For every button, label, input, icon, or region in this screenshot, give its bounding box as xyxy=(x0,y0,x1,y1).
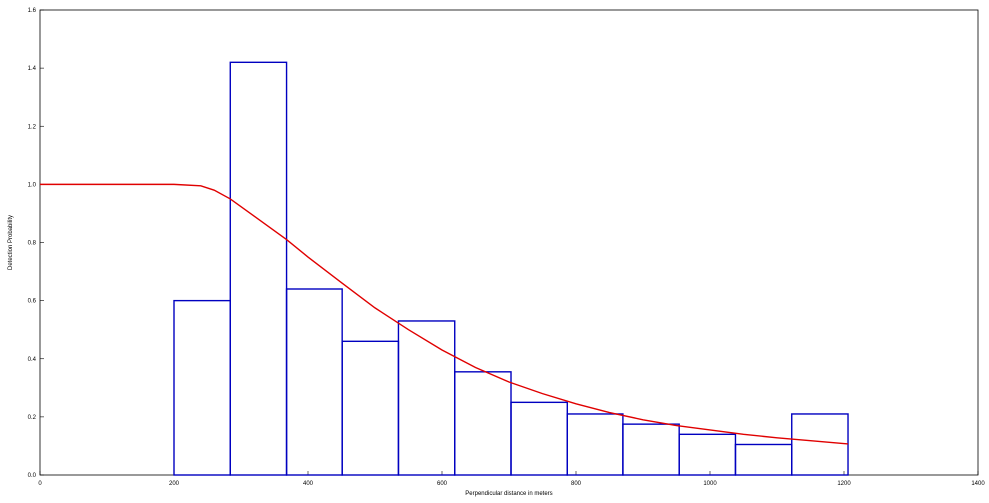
histogram-bar xyxy=(791,413,849,476)
y-tick-label: 1.6 xyxy=(28,8,37,14)
y-tick-label: 0.0 xyxy=(28,473,37,479)
x-axis: 0 200 400 600 800 1000 1200 1400 xyxy=(38,471,985,487)
x-tick-label: 0 xyxy=(38,481,42,487)
x-axis-label: Perpendicular distance in meters xyxy=(465,491,552,497)
y-tick-label: 0.6 xyxy=(28,299,37,305)
plot-frame xyxy=(39,9,979,476)
histogram-bar xyxy=(566,413,624,476)
y-tick-label: 0.8 xyxy=(28,241,37,247)
histogram-bar xyxy=(285,288,343,476)
histogram-bar xyxy=(454,371,512,476)
x-tick-label: 200 xyxy=(169,481,180,487)
plot-area xyxy=(39,9,979,476)
y-tick-label: 0.2 xyxy=(28,415,37,421)
x-tick-label: 1400 xyxy=(971,481,985,487)
histogram-bar xyxy=(734,443,793,476)
y-tick-label: 1.4 xyxy=(28,66,37,72)
detection-curve-group xyxy=(40,183,849,445)
x-tick-label: 400 xyxy=(303,481,314,487)
histogram-bar xyxy=(229,61,288,476)
x-tick-label: 1200 xyxy=(837,481,851,487)
histogram-bar xyxy=(397,320,456,476)
x-tick-label: 600 xyxy=(437,481,448,487)
histogram-bar xyxy=(341,340,400,476)
y-tick-label: 0.4 xyxy=(28,357,37,363)
y-tick-label: 1.0 xyxy=(28,182,37,188)
y-axis: 0.0 0.2 0.4 0.6 0.8 1.0 1.2 1.4 1.6 xyxy=(28,8,44,479)
y-tick-label: 1.2 xyxy=(28,124,37,130)
histogram-bar xyxy=(678,433,737,476)
histogram-bar xyxy=(510,401,568,476)
histogram-bars xyxy=(173,61,849,476)
x-tick-label: 800 xyxy=(571,481,582,487)
y-axis-label: Detection Probability xyxy=(8,215,14,270)
x-tick-label: 1000 xyxy=(703,481,717,487)
detection-curve xyxy=(40,183,849,445)
histogram-bar xyxy=(173,299,231,476)
histogram-bar xyxy=(622,423,680,476)
